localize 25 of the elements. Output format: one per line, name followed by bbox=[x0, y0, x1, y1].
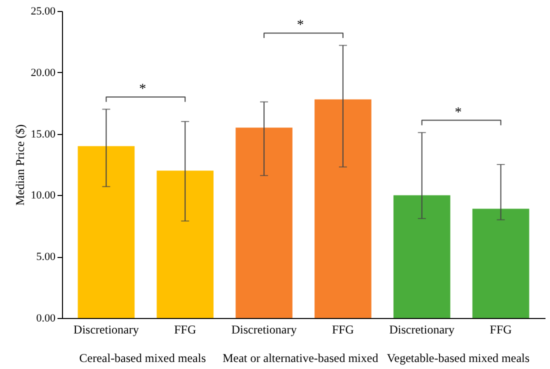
x-tick-label: Discretionary bbox=[231, 322, 297, 336]
annotation: * bbox=[454, 105, 462, 120]
x-tick-label: FFG bbox=[332, 322, 354, 336]
bar bbox=[156, 170, 214, 318]
y-tick-label: 0.00 bbox=[36, 312, 56, 324]
bar bbox=[78, 146, 135, 318]
y-tick-label: 15.00 bbox=[30, 128, 56, 140]
y-tick-label: 20.00 bbox=[30, 66, 56, 79]
text: Vegetable-based mixed meals bbox=[386, 351, 530, 365]
y-tick-label: 25.00 bbox=[30, 6, 56, 18]
annotation: * bbox=[296, 18, 304, 34]
x-tick-label: FFG bbox=[490, 322, 512, 336]
text: Cereal-based mixed meals bbox=[79, 351, 206, 365]
annotation: * bbox=[139, 82, 146, 97]
y-tick-label: 5.00 bbox=[36, 251, 56, 264]
y-axis-title: Median Price ($) bbox=[12, 124, 27, 206]
text: Meat or alternative-based mixed bbox=[222, 351, 378, 365]
bar bbox=[393, 195, 450, 318]
x-tick-label: FFG bbox=[174, 322, 196, 336]
bar bbox=[472, 208, 530, 318]
bar bbox=[236, 128, 292, 318]
x-tick-label: Discretionary bbox=[74, 322, 139, 336]
x-tick-label: Discretionary bbox=[389, 322, 455, 336]
bar bbox=[314, 99, 372, 318]
y-tick-label: 10.00 bbox=[30, 190, 56, 202]
